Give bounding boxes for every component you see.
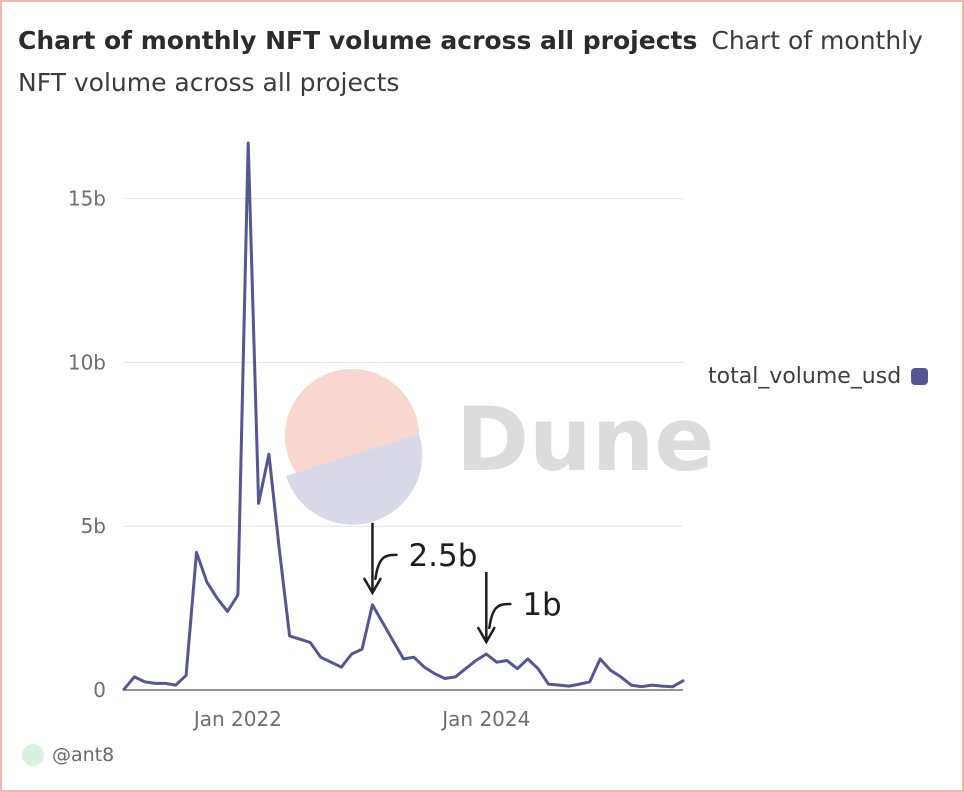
x-axis-ticks: Jan 2022 Jan 2024 xyxy=(192,707,531,731)
data-point[interactable] xyxy=(232,589,244,601)
data-point[interactable] xyxy=(573,678,585,690)
annotation: 1b xyxy=(477,571,562,645)
annotation-arrowhead xyxy=(363,577,382,596)
y-tick-label: 10b xyxy=(68,350,106,374)
data-point[interactable] xyxy=(159,677,171,689)
y-tick-label: 5b xyxy=(81,514,106,538)
data-point[interactable] xyxy=(677,675,689,687)
annotation-label: 1b xyxy=(522,587,561,623)
series-line xyxy=(122,141,685,691)
y-tick-label: 0 xyxy=(93,678,106,702)
data-point[interactable] xyxy=(460,663,472,675)
series-total-volume xyxy=(118,137,689,695)
data-point[interactable] xyxy=(284,630,296,642)
data-point[interactable] xyxy=(646,679,658,691)
author-avatar xyxy=(22,744,44,766)
y-axis-ticks: 0 5b 10b 15b xyxy=(68,187,106,702)
data-point[interactable] xyxy=(170,679,182,691)
data-point[interactable] xyxy=(553,679,565,691)
author-name: @ant8 xyxy=(52,744,115,766)
data-point[interactable] xyxy=(139,676,151,688)
data-point[interactable] xyxy=(294,633,306,645)
data-point[interactable] xyxy=(222,605,234,617)
data-point[interactable] xyxy=(180,669,192,681)
data-point[interactable] xyxy=(335,661,347,673)
annotation-label: 2.5b xyxy=(408,538,477,574)
data-point[interactable] xyxy=(667,681,679,693)
data-point[interactable] xyxy=(501,655,513,667)
data-point[interactable] xyxy=(118,683,130,695)
data-point[interactable] xyxy=(325,656,337,668)
data-point[interactable] xyxy=(470,655,482,667)
data-point[interactable] xyxy=(418,661,430,673)
data-point[interactable] xyxy=(346,648,358,660)
data-point[interactable] xyxy=(253,497,265,509)
watermark-circle-bottom xyxy=(286,434,423,525)
data-point[interactable] xyxy=(584,676,596,688)
data-point[interactable] xyxy=(656,680,668,692)
data-point[interactable] xyxy=(273,543,285,555)
data-point[interactable] xyxy=(190,546,202,558)
data-point[interactable] xyxy=(522,653,534,665)
annotations: 2.5b 1b xyxy=(363,522,562,645)
data-point[interactable] xyxy=(408,651,420,663)
chart-description: Chart of monthly NFT volume across all p… xyxy=(18,26,923,97)
annotation: 2.5b xyxy=(363,522,477,596)
annotation-connector xyxy=(374,553,398,581)
data-point[interactable] xyxy=(242,137,254,149)
x-tick-label: Jan 2022 xyxy=(192,707,282,731)
data-point[interactable] xyxy=(511,663,523,675)
data-point[interactable] xyxy=(128,671,140,683)
dune-watermark: Dune xyxy=(285,369,714,525)
data-point[interactable] xyxy=(491,656,503,668)
data-point[interactable] xyxy=(398,653,410,665)
data-point[interactable] xyxy=(636,681,648,693)
legend-label: total_volume_usd xyxy=(708,364,902,389)
data-point[interactable] xyxy=(615,671,627,683)
data-point[interactable] xyxy=(439,673,451,685)
chart-title: Chart of monthly NFT volume across all p… xyxy=(18,26,698,55)
gridlines xyxy=(124,198,683,527)
legend-swatch xyxy=(911,368,929,385)
chart-header: Chart of monthly NFT volume across all p… xyxy=(18,20,938,104)
data-point[interactable] xyxy=(480,648,492,660)
data-point[interactable] xyxy=(315,651,327,663)
data-point[interactable] xyxy=(605,664,617,676)
data-point[interactable] xyxy=(356,643,368,655)
legend[interactable]: total_volume_usd xyxy=(708,364,929,389)
author-footer[interactable]: @ant8 xyxy=(22,744,114,766)
watermark-text: Dune xyxy=(456,388,714,491)
y-tick-label: 15b xyxy=(68,187,106,211)
x-tick-label: Jan 2024 xyxy=(440,707,530,731)
data-point[interactable] xyxy=(532,663,544,675)
data-point[interactable] xyxy=(429,668,441,680)
annotation-connector xyxy=(488,602,512,630)
data-point[interactable] xyxy=(594,653,606,665)
data-point[interactable] xyxy=(377,617,389,629)
data-point[interactable] xyxy=(625,679,637,691)
data-point[interactable] xyxy=(211,592,223,604)
data-point[interactable] xyxy=(304,637,316,649)
data-point[interactable] xyxy=(563,680,575,692)
data-point[interactable] xyxy=(542,678,554,690)
data-point[interactable] xyxy=(263,448,275,460)
data-point[interactable] xyxy=(366,599,378,611)
data-point[interactable] xyxy=(449,671,461,683)
annotation-arrowhead xyxy=(477,626,496,645)
data-point[interactable] xyxy=(201,576,213,588)
data-point[interactable] xyxy=(387,635,399,647)
data-point[interactable] xyxy=(149,677,161,689)
